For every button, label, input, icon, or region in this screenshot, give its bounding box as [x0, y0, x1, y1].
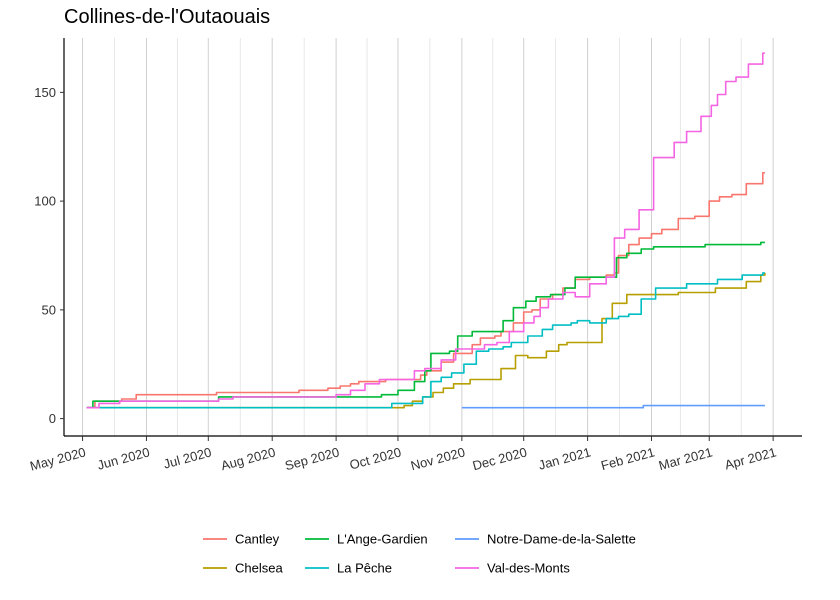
- series-line-notre-dame-de-la-salette: [461, 404, 765, 409]
- y-tick-label: 50: [42, 302, 56, 317]
- x-tick-label: Jul 2020: [162, 444, 213, 471]
- legend: Cantley L'Ange-Gardien Notre-Dame-de-la-Sa…: [203, 532, 636, 576]
- gridlines: [82, 38, 774, 436]
- x-tick-label: Aug 2020: [219, 444, 277, 473]
- legend-label: Chelsea: [235, 561, 283, 576]
- legend-label: La Pêche: [337, 561, 392, 576]
- series-line-chelsea: [86, 272, 766, 409]
- x-tick-label: Jun 2020: [96, 444, 152, 472]
- series-lines: [86, 52, 766, 409]
- x-tick-label: Apr 2021: [723, 444, 778, 472]
- legend-item: Notre-Dame-de-la-Salette: [455, 532, 636, 547]
- legend-label: Val-des-Monts: [487, 561, 570, 576]
- y-tick-label: 0: [49, 411, 56, 426]
- legend-label: Cantley: [235, 532, 280, 547]
- y-tick-label: 150: [34, 85, 56, 100]
- x-tick-label: Nov 2020: [409, 444, 467, 473]
- series-line-la-p-che: [86, 272, 765, 409]
- x-tick-label: Sep 2020: [283, 444, 341, 473]
- legend-item: L'Ange-Gardien: [305, 532, 428, 547]
- x-tick-label: Feb 2021: [599, 444, 656, 473]
- x-tick-label: Jan 2021: [537, 444, 593, 472]
- series-line-val-des-monts: [86, 52, 765, 409]
- legend-label: L'Ange-Gardien: [337, 532, 428, 547]
- legend-label: Notre-Dame-de-la-Salette: [487, 532, 636, 547]
- y-tick-label: 100: [34, 194, 56, 209]
- legend-item: Cantley: [203, 532, 280, 547]
- legend-item: Val-des-Monts: [455, 561, 570, 576]
- x-tick-label: May 2020: [28, 444, 87, 473]
- x-tick-label: Oct 2020: [348, 444, 403, 472]
- legend-item: Chelsea: [203, 561, 283, 576]
- x-tick-label: Mar 2021: [657, 444, 714, 473]
- series-line-cantley: [86, 172, 765, 409]
- chart-title: Collines-de-l'Outaouais: [64, 6, 271, 28]
- legend-item: La Pêche: [305, 561, 392, 576]
- series-line-l-ange-gardien: [86, 241, 765, 409]
- x-tick-label: Dec 2020: [471, 444, 529, 473]
